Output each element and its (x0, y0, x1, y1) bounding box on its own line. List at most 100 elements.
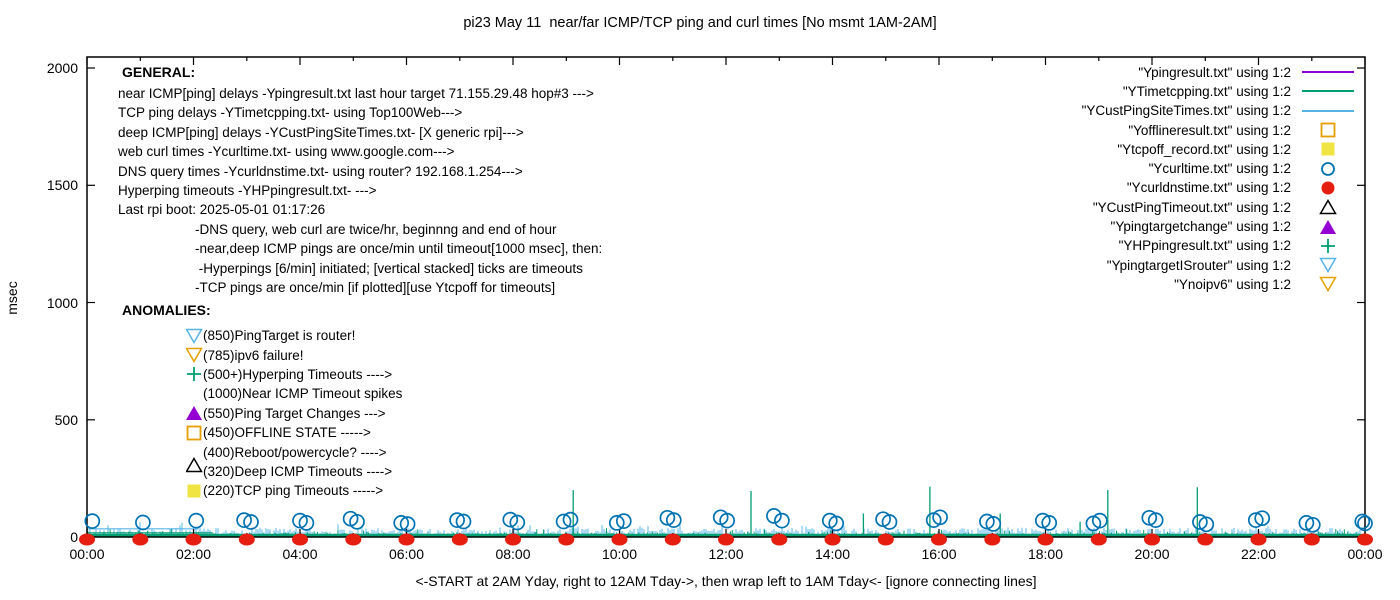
square-open-icon (1320, 122, 1336, 138)
plus-icon (186, 366, 203, 382)
legend-label: "Ynoipv6" using 1:2 (1174, 276, 1291, 292)
anomaly-label: (850)PingTarget is router! (203, 328, 356, 344)
legend-item: "Ytcpoff_record.txt" using 1:2 (1000, 140, 1356, 159)
anomaly-label: (450)OFFLINE STATE -----> (203, 425, 371, 441)
general-sub-note-line: -TCP pings are once/min [if plotted][use… (195, 279, 556, 295)
anomaly-item: (785)ipv6 failure! (185, 345, 402, 364)
legend-item: "YTimetcpping.txt" using 1:2 (1000, 82, 1356, 101)
general-note-line: web curl times -Ycurltime.txt- using www… (118, 144, 455, 160)
legend-label: "YpingtargetISrouter" using 1:2 (1106, 257, 1291, 273)
square-filled-icon (1321, 142, 1335, 156)
anomalies-heading: ANOMALIES: (122, 302, 211, 318)
general-sub-note-line: -near,deep ICMP pings are once/min until… (195, 241, 603, 257)
square-filled-icon (1300, 141, 1356, 157)
legend-label: "Ypingtargetchange" using 1:2 (1110, 219, 1291, 235)
x-tick-label: 20:00 (1134, 546, 1170, 562)
general-note-line: Hyperping timeouts -YHPpingresult.txt- -… (118, 182, 377, 198)
legend-item: "Ycurltime.txt" using 1:2 (1000, 159, 1356, 178)
y-tick-label: 500 (54, 411, 78, 428)
curl-time-points (84, 508, 1373, 533)
tri-down-open-icon (185, 347, 203, 364)
general-sub-notes: -DNS query, web curl are twice/hr, begin… (195, 220, 602, 298)
line-icon (1302, 71, 1354, 74)
legend-item: "Ynoipv6" using 1:2 (1000, 275, 1356, 294)
x-tick-label: 16:00 (921, 546, 957, 562)
legend-item: "Yofflineresult.txt" using 1:2 (1000, 120, 1356, 139)
square-open-icon (186, 425, 203, 441)
legend-label: "Ytcpoff_record.txt" using 1:2 (1117, 141, 1291, 157)
x-tick-label: 00:00 (1347, 546, 1383, 562)
anomalies-list: (850)PingTarget is router! (785)ipv6 fail… (185, 326, 403, 501)
dns-query-points (79, 533, 1373, 546)
circle-filled-icon (1300, 180, 1356, 196)
legend-item: "YCustPingSiteTimes.txt" using 1:2 (1000, 101, 1356, 120)
y-tick-label: 2000 (46, 60, 78, 76)
x-tick-label: 08:00 (495, 546, 531, 562)
general-sub-note-line: -DNS query, web curl are twice/hr, begin… (195, 221, 557, 237)
anomaly-label: (550)Ping Target Changes ---> (203, 405, 386, 421)
legend-item: "Ypingtargetchange" using 1:2 (1000, 217, 1356, 236)
tri-up-filled-icon (186, 405, 203, 421)
x-tick-label: 12:00 (708, 546, 744, 562)
tri-up-filled-icon (1320, 219, 1336, 234)
tri-down-open-icon (1319, 257, 1337, 274)
x-tick-label: 10:00 (601, 546, 638, 562)
line-icon (1300, 103, 1356, 119)
y-tick-label: 1000 (46, 294, 78, 311)
x-tick-label: 06:00 (388, 546, 425, 562)
legend-item: "YHPpingresult.txt" using 1:2 (1000, 236, 1356, 255)
chart-title: pi23 May 11 near/far ICMP/TCP ping and c… (463, 15, 937, 31)
legend-label: "YCustPingSiteTimes.txt" using 1:2 (1081, 103, 1291, 119)
square-open-icon (1300, 122, 1356, 138)
line-icon (1302, 90, 1354, 93)
anomaly-item: (500+)Hyperping Timeouts ----> (186, 365, 402, 384)
anomaly-label: (220)TCP ping Timeouts -----> (203, 483, 384, 499)
anomaly-item: (450)OFFLINE STATE -----> (186, 423, 402, 442)
y-tick-label: 1500 (46, 177, 78, 194)
anomaly-item: (220)TCP ping Timeouts -----> (186, 481, 402, 500)
general-note-line: DNS query times -Ycurldnstime.txt- using… (118, 163, 523, 179)
marker-spacer (186, 386, 203, 402)
general-note-line: near ICMP[ping] delays -Ypingresult.txt … (118, 86, 594, 101)
general-notes: near ICMP[ping] delays -Ypingresult.txt … (118, 84, 594, 220)
x-tick-label: 22:00 (1240, 546, 1277, 562)
x-tick-label: 02:00 (175, 546, 212, 562)
anomaly-item: (400)Reboot/powercycle? ----> (186, 442, 402, 461)
tri-down-open-icon (185, 328, 203, 344)
tri-up-open-icon (1300, 199, 1356, 215)
legend-label: "YCustPingTimeout.txt" using 1:2 (1092, 199, 1291, 215)
x-tick-label: 18:00 (1027, 546, 1064, 562)
tri-down-open-icon (1300, 257, 1356, 274)
tri-up-open-icon (185, 457, 203, 473)
general-note-line: deep ICMP[ping] delays -YCustPingSiteTim… (118, 124, 524, 140)
legend: "Ypingresult.txt" using 1:2 "YTimetcpping… (1000, 63, 1356, 295)
circle-open-icon (1321, 161, 1335, 176)
x-tick-label: 04:00 (282, 546, 318, 562)
general-heading: GENERAL: (122, 64, 196, 80)
legend-label: "Ycurldnstime.txt" using 1:2 (1126, 180, 1291, 196)
tri-down-open-icon (1319, 277, 1337, 293)
tri-up-open-icon (185, 457, 203, 473)
plus-icon (1321, 238, 1335, 253)
tri-down-open-icon (185, 328, 203, 344)
y-tick-label: 0 (70, 529, 78, 545)
anomaly-item: (550)Ping Target Changes ---> (186, 404, 402, 423)
line-icon (1302, 109, 1354, 112)
legend-label: "Ycurltime.txt" using 1:2 (1148, 161, 1291, 177)
tri-down-open-icon (1300, 276, 1356, 293)
anomaly-label: (400)Reboot/powercycle? ----> (203, 444, 387, 460)
legend-item: "YCustPingTimeout.txt" using 1:2 (1000, 198, 1356, 217)
legend-label: "YHPpingresult.txt" using 1:2 (1118, 238, 1291, 254)
legend-item: "Ycurldnstime.txt" using 1:2 (1000, 178, 1356, 197)
legend-label: "Ypingresult.txt" using 1:2 (1138, 64, 1291, 80)
square-open-icon (186, 425, 202, 441)
general-note-line: Last rpi boot: 2025-05-01 01:17:26 (118, 202, 326, 218)
line-icon (1300, 64, 1356, 80)
legend-label: "YTimetcpping.txt" using 1:2 (1122, 83, 1291, 99)
plus-icon (187, 367, 201, 382)
tri-up-open-icon (1319, 199, 1337, 215)
circle-filled-icon (1321, 181, 1335, 195)
anomaly-label: (500+)Hyperping Timeouts ----> (203, 366, 393, 382)
anomaly-label: (1000)Near ICMP Timeout spikes (203, 386, 403, 402)
